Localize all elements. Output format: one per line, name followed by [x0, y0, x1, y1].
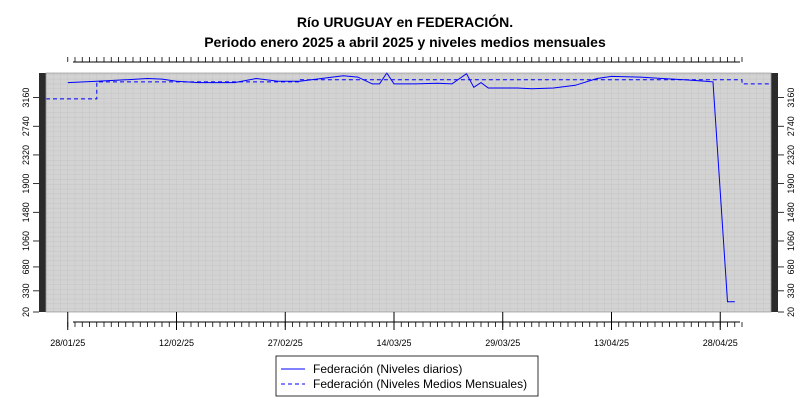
chart-title: Río URUGUAY en FEDERACIÓN.: [297, 13, 513, 30]
y-tick-label-left: 2740: [21, 116, 31, 136]
x-tick-label: 28/01/25: [50, 338, 85, 348]
legend-label-monthly: Federación (Niveles Medios Mensuales): [313, 377, 527, 391]
y-tick-label-left: 1060: [21, 231, 31, 251]
y-tick-label-right: 330: [786, 283, 796, 298]
y-tick-label-right: 1900: [786, 174, 796, 194]
y-tick-label-left: 2320: [21, 145, 31, 165]
y-tick-label-right: 2740: [786, 116, 796, 136]
legend-box: [275, 355, 539, 397]
y-tick-label-left: 680: [21, 259, 31, 274]
x-tick-label: 29/03/25: [485, 338, 520, 348]
y-tick-label-right: 1060: [786, 231, 796, 251]
legend-label-daily: Federación (Niveles diarios): [313, 362, 462, 376]
plot-frame: [45, 72, 772, 313]
y-tick-label-left: 1900: [21, 174, 31, 194]
x-tick-label: 28/04/25: [703, 338, 738, 348]
x-tick-label: 12/02/25: [159, 338, 194, 348]
series-line-daily: [67, 72, 735, 303]
y-tick-label-right: 2320: [786, 145, 796, 165]
series-line-monthly: [46, 79, 771, 100]
x-tick-label: 27/02/25: [268, 338, 303, 348]
y-tick-label-left: 1480: [21, 202, 31, 222]
left-axis-band: [39, 73, 46, 312]
y-tick-label-left: 330: [21, 283, 31, 298]
chart-subtitle: Periodo enero 2025 a abril 2025 y nivele…: [204, 34, 606, 50]
y-tick-label-right: 680: [786, 259, 796, 274]
x-tick-label: 14/03/25: [376, 338, 411, 348]
right-axis-band: [771, 73, 778, 312]
x-tick-label: 13/04/25: [594, 338, 629, 348]
y-tick-label-right: 3160: [786, 88, 796, 108]
y-tick-label-right: 20: [786, 307, 796, 317]
legend: Federación (Niveles diarios) Federación …: [275, 355, 539, 397]
y-tick-label-right: 1480: [786, 202, 796, 222]
y-tick-label-left: 20: [21, 307, 31, 317]
y-tick-label-left: 3160: [21, 88, 31, 108]
